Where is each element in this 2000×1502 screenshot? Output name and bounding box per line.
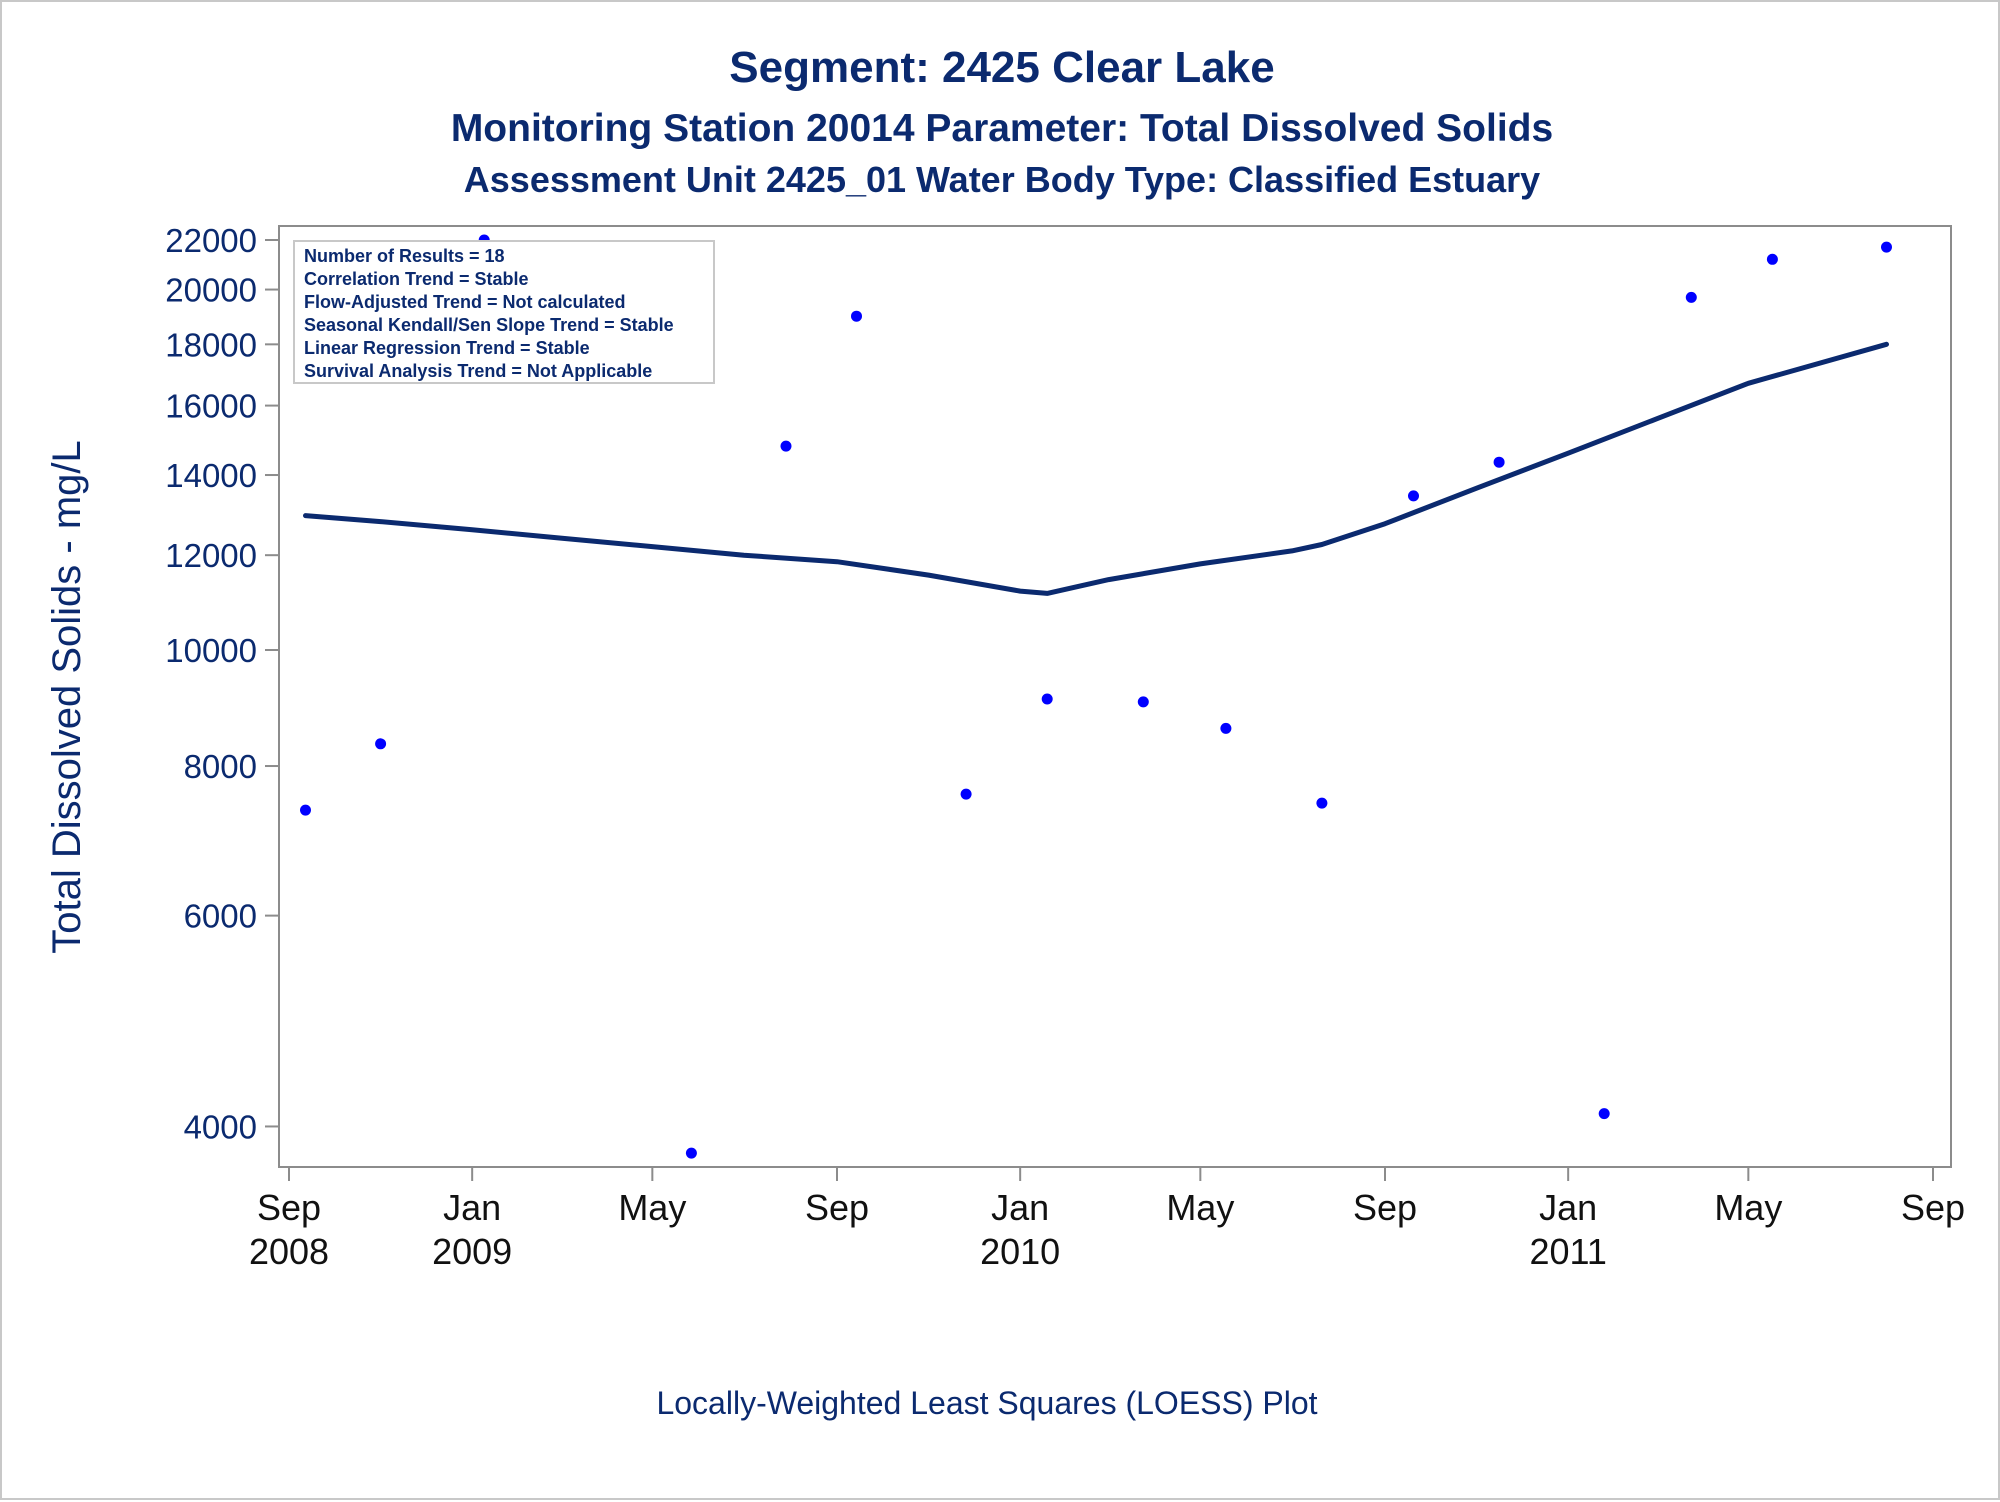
x-tick-label: Jan [991,1187,1049,1228]
y-tick-label: 4000 [184,1108,257,1145]
axes: 4000 6000 8000 10000 12000 14000 16000 18000 200… [165,222,1965,1272]
data-point [960,788,972,800]
loess-line [303,341,1889,596]
y-tick-label: 18000 [165,326,257,363]
x-tick-label: Sep [805,1187,869,1228]
x-tick-label: Sep [257,1187,321,1228]
data-point [1316,797,1328,809]
x-tick-label: Jan [443,1187,501,1228]
x-tick-year-label: 2009 [432,1231,512,1272]
data-point [780,440,792,452]
stats-line: Flow-Adjusted Trend = Not calculated [304,292,626,312]
data-point [375,738,387,750]
stats-line: Seasonal Kendall/Sen Slope Trend = Stabl… [304,315,674,335]
data-points-layer [300,234,1892,1159]
y-tick-label: 14000 [165,457,257,494]
stats-line: Linear Regression Trend = Stable [304,338,590,358]
data-point [1041,693,1053,705]
x-tick-label: May [1166,1187,1234,1228]
stats-line: Number of Results = 18 [304,246,505,266]
x-tick-label: Sep [1353,1187,1417,1228]
x-tick-label: Jan [1539,1187,1597,1228]
x-tick-label: May [618,1187,686,1228]
data-point [1881,241,1892,253]
chart-footnote: Locally-Weighted Least Squares (LOESS) P… [656,1385,1317,1421]
chart-title: Segment: 2425 Clear Lake [729,43,1274,92]
loess-line-layer [303,341,1889,596]
data-point [1220,722,1232,734]
chart-subtitle: Monitoring Station 20014 Parameter: Tota… [451,107,1553,150]
data-point [851,310,862,322]
data-point [1685,291,1697,303]
data-point [300,804,311,816]
data-point [1408,490,1419,502]
x-tick-year-label: 2010 [980,1231,1060,1272]
y-tick-label: 8000 [184,748,257,785]
y-tick-label: 22000 [165,222,257,259]
x-tick-label: May [1714,1187,1782,1228]
x-tick-year-label: 2008 [249,1231,329,1272]
y-tick-label: 16000 [165,388,257,425]
stats-box-border [293,240,715,384]
y-axis-title: Total Dissolved Solids - mg/L [45,440,89,954]
plot-area-border [278,225,1952,1168]
data-point [685,1147,697,1159]
stats-line: Correlation Trend = Stable [304,269,529,289]
y-tick-label: 12000 [165,537,257,574]
trend-stats-box: Number of Results = 18 Correlation Trend… [293,240,715,384]
chart-subtitle-2: Assessment Unit 2425_01 Water Body Type:… [464,159,1540,200]
data-point [1598,1108,1610,1120]
y-tick-label: 20000 [165,272,257,309]
y-tick-label: 10000 [165,632,257,669]
stats-line: Survival Analysis Trend = Not Applicable [304,361,652,381]
y-tick-label: 6000 [184,898,257,935]
x-tick-label: Sep [1901,1187,1965,1228]
data-point [1766,253,1778,265]
data-point [1137,696,1149,708]
x-tick-year-label: 2011 [1529,1231,1606,1272]
data-point [1493,456,1505,468]
